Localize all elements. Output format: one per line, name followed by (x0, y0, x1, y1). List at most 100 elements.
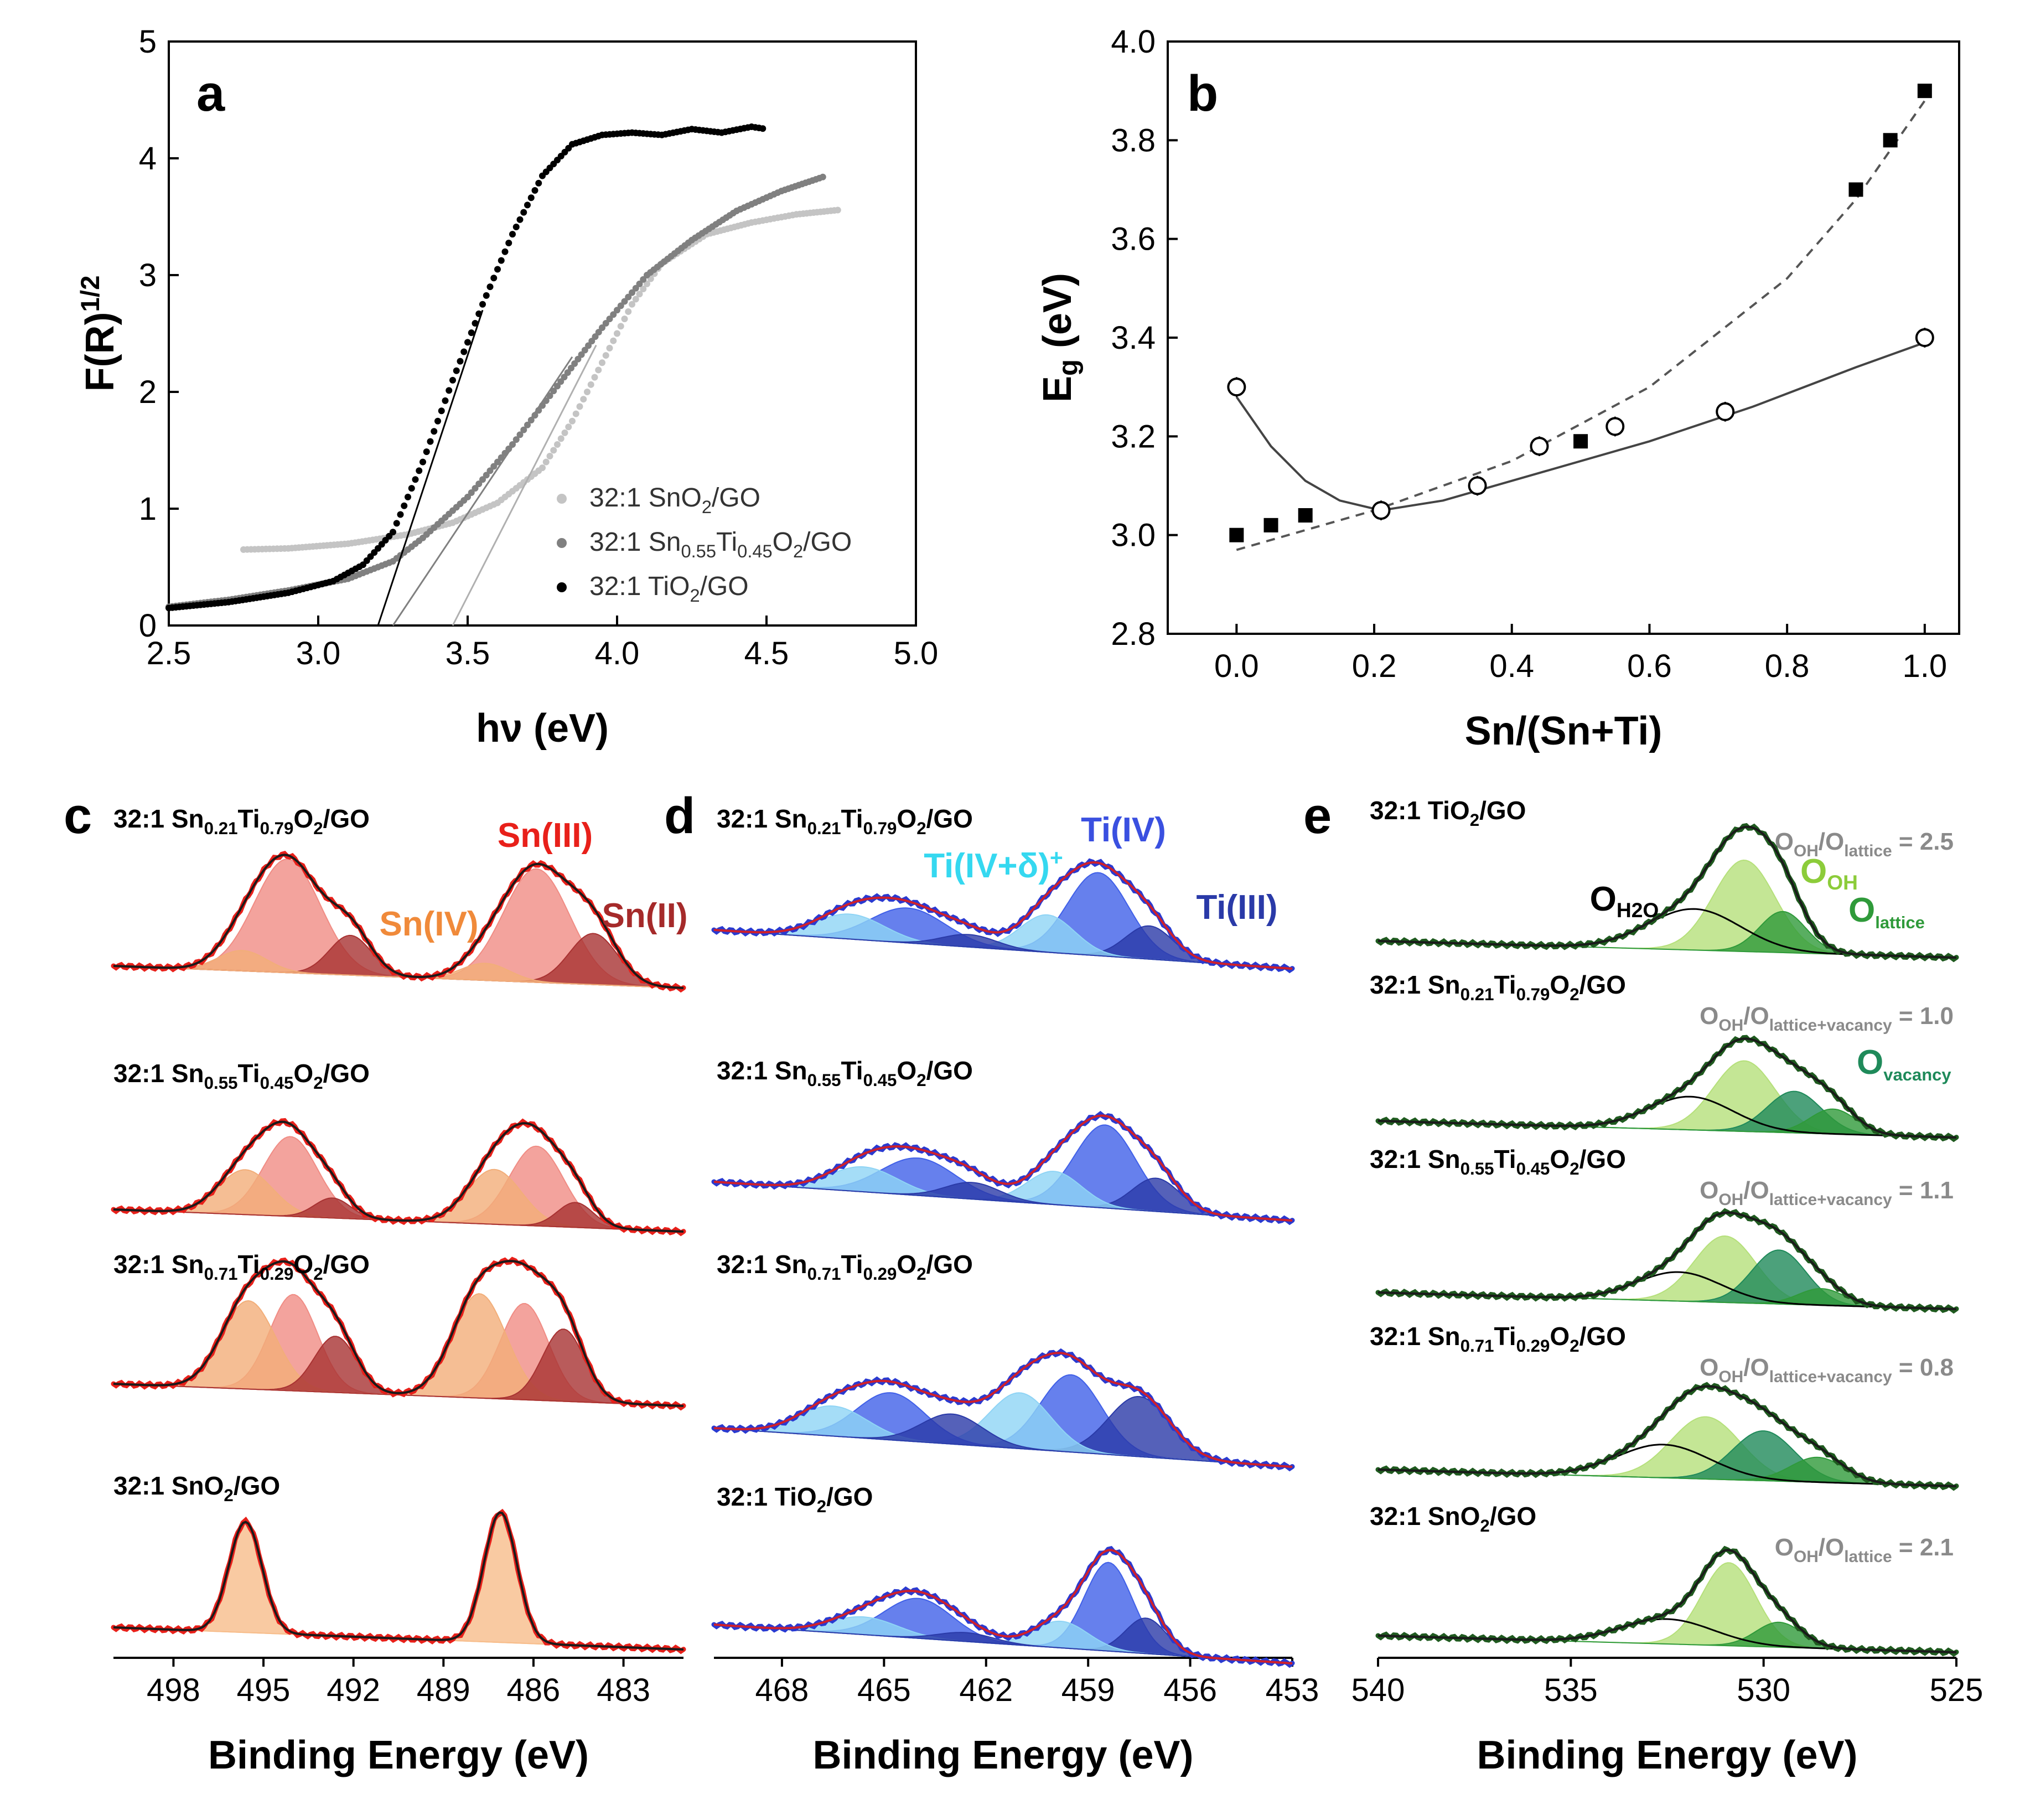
plot-frame (1167, 40, 1960, 635)
legend-label: 32:1 TiO2/GO (589, 572, 749, 606)
x-tick-label: 462 (959, 1672, 1013, 1708)
text-span: /GO (1579, 1145, 1626, 1173)
sample-label: 32:1 Sn0.71Ti0.29O2/GO (717, 1250, 973, 1284)
envelope-fit (713, 1114, 1293, 1222)
text-span: O (773, 528, 793, 557)
data-point (434, 417, 441, 425)
x-tick-label: 498 (147, 1672, 200, 1708)
subscript: lattice (1844, 842, 1892, 860)
text-span: /GO (803, 528, 852, 557)
ratio-label: OOH/Olattice = 2.5 (1775, 828, 1954, 860)
data-point (588, 338, 595, 345)
sample-label: 32:1 Sn0.71Ti0.29O2/GO (1370, 1322, 1626, 1356)
data-point (561, 429, 568, 436)
text-span: /GO (323, 1059, 370, 1088)
text-span: 32:1 SnO (1370, 1502, 1480, 1531)
x-tick-label: 465 (857, 1672, 911, 1708)
subscript: 2 (1470, 810, 1479, 830)
data-point (472, 485, 479, 492)
text-span: 32:1 Sn (113, 1250, 204, 1279)
subscript: 0.55 (1461, 1159, 1494, 1178)
data-point (595, 366, 602, 374)
envelope-fit (1377, 1211, 1957, 1310)
text-span: 32:1 TiO (589, 572, 690, 601)
data-point (636, 291, 643, 298)
text-span: 32:1 SnO (113, 1471, 224, 1500)
subscript: 0.71 (1461, 1336, 1494, 1356)
fit-component (713, 1413, 1293, 1467)
square-point (1298, 508, 1313, 523)
y-tick-label: 4.0 (1111, 24, 1156, 60)
fit-component (713, 1181, 1293, 1221)
subscript: 2 (690, 585, 700, 606)
data-trace (111, 1508, 686, 1654)
annotation-ti-iv-delta: Ti(IV+δ)+ (924, 845, 1063, 885)
text-span: 32:1 TiO (717, 1482, 817, 1511)
legend-marker (557, 538, 567, 548)
text-span: O (293, 1059, 313, 1088)
text-span: 32:1 Sn (717, 804, 807, 833)
data-point (565, 423, 572, 431)
data-point (834, 206, 841, 214)
y-tick-label: 2.8 (1111, 616, 1156, 652)
text-span: Ti (238, 1059, 260, 1088)
text-span: 32:1 Sn (717, 1250, 807, 1279)
data-point (535, 179, 542, 187)
data-point (819, 173, 826, 180)
sample-label: 32:1 Sn0.21Ti0.79O2/GO (717, 804, 973, 838)
annotation-ti-iv: Ti(IV) (1081, 811, 1166, 849)
envelope-fit (713, 1352, 1293, 1468)
subscript: OH (1794, 842, 1819, 860)
data-point (581, 347, 588, 354)
text-span: O (1775, 1534, 1794, 1561)
ratio-label: OOH/Olattice = 2.1 (1775, 1534, 1954, 1566)
sample-label: 32:1 SnO2/GO (113, 1471, 280, 1505)
annotation-sn-ii: Sn(II) (602, 897, 688, 935)
circle-point (1716, 402, 1735, 421)
y-tick-label: 1 (139, 491, 157, 527)
data-point (606, 316, 613, 323)
subscript: 0.45 (260, 1073, 294, 1093)
fit-component (1377, 1416, 1957, 1487)
annotation-o-vacancy: Ovacancy (1857, 1043, 1951, 1084)
data-point (505, 239, 512, 246)
data-point (397, 511, 404, 518)
data-point (531, 187, 538, 194)
text-span: Ti (841, 804, 863, 833)
x-tick-label: 540 (1351, 1672, 1405, 1708)
y-axis-label: Eg (eV) (1035, 273, 1084, 402)
panel-e: 540 535 530 525 Binding Energy (eV) e 32:1 TiO… (1303, 788, 1983, 1777)
x-tick-label: 459 (1061, 1672, 1115, 1708)
subscript: OH (1718, 1191, 1743, 1209)
subscript: 0.55 (807, 1071, 841, 1090)
y-tick-label: 3.8 (1111, 122, 1156, 158)
data-point (592, 333, 599, 340)
y-tick-label: 5 (139, 24, 157, 60)
x-tick-label: 468 (755, 1672, 809, 1708)
text-span: Ti (841, 1250, 863, 1279)
panel-label: b (1187, 65, 1218, 122)
panel-label: a (196, 65, 225, 122)
subscript: 2 (1570, 985, 1579, 1004)
data-point (486, 467, 494, 474)
ratio-label: OOH/Olattice+vacancy = 0.8 (1700, 1354, 1954, 1386)
subscript: lattice (1875, 913, 1925, 932)
panel-label: c (64, 788, 92, 844)
text-span: /GO (926, 1250, 973, 1279)
circle-point (1227, 378, 1246, 397)
text-span: /O (1819, 1534, 1844, 1561)
text-span: E (1035, 376, 1080, 402)
panel-label: e (1303, 788, 1332, 844)
data-point (606, 344, 613, 351)
text-span: Ti (238, 804, 260, 833)
x-axis-label: hν (eV) (476, 706, 609, 751)
data-point (483, 292, 490, 299)
data-point (483, 472, 490, 479)
text-span: 32:1 SnO (589, 483, 702, 513)
subscript: vacancy (1883, 1065, 1951, 1084)
text-span: /GO (700, 572, 749, 601)
sample-label: 32:1 Sn0.55Ti0.45O2/GO (113, 1059, 370, 1093)
sample-label: 32:1 Sn0.71Ti0.29O2/GO (113, 1250, 370, 1284)
data-point (479, 476, 486, 483)
